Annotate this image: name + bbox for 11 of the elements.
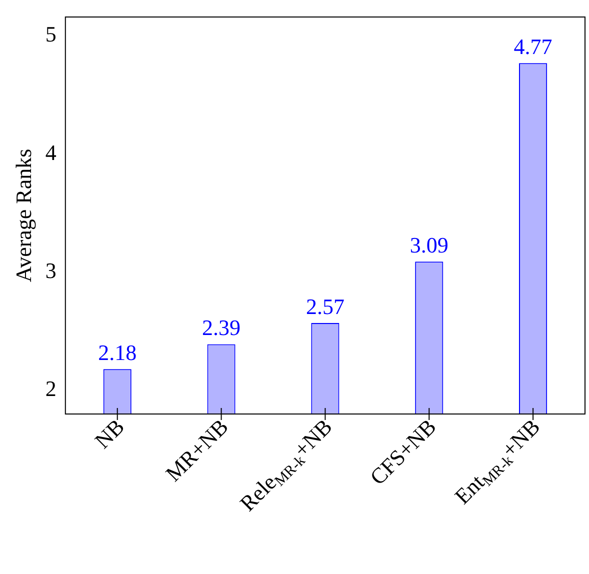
data-label: 2.57: [306, 294, 344, 319]
data-label: 3.09: [410, 232, 448, 258]
x-tick-label: NB: [90, 414, 129, 454]
y-axis-title: Average Ranks: [10, 148, 36, 282]
data-label: 2.39: [202, 315, 241, 340]
y-tick-label: 2: [45, 376, 56, 402]
y-tick-label: 4: [45, 140, 56, 165]
y-tick-label: 3: [45, 258, 56, 283]
data-label: 4.77: [514, 34, 552, 59]
y-tick-label: 5: [45, 22, 56, 47]
data-label: 2.18: [98, 340, 137, 365]
